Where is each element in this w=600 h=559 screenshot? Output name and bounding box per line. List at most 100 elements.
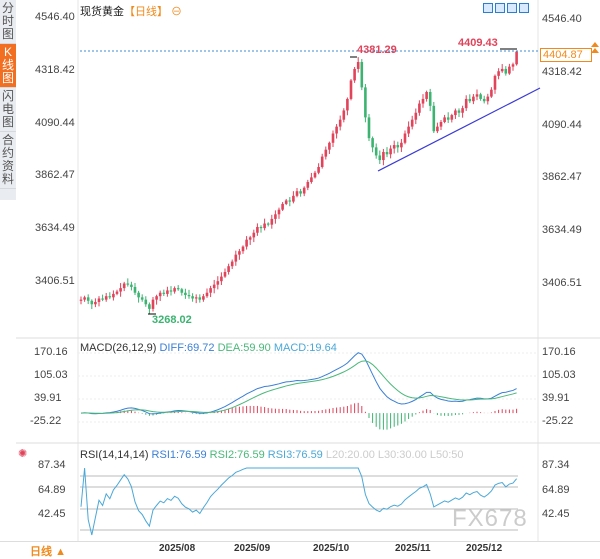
price-tick: 4546.40 (35, 11, 75, 23)
rsi-tick-right: 64.89 (542, 484, 570, 496)
candle-body (482, 98, 486, 102)
macd-tick: 170.16 (34, 346, 68, 358)
candle-body (364, 87, 367, 118)
date-tick: 2025/09 (234, 543, 271, 554)
candle-body (342, 110, 346, 120)
candle-body (511, 64, 515, 67)
candle-body (439, 121, 443, 127)
candle-body (353, 68, 356, 81)
candle-body (230, 261, 234, 267)
date-tick: 2025/10 (313, 543, 350, 554)
candle-body (331, 133, 335, 143)
candle-body (515, 51, 518, 65)
candle-body (486, 96, 490, 102)
candle-body (324, 149, 328, 157)
candle-body (356, 62, 360, 69)
indicator-icon[interactable] (507, 3, 517, 13)
price-tick-right: 3634.49 (542, 224, 582, 236)
candle-body (317, 166, 320, 173)
candle-body (184, 292, 187, 296)
candle-body (284, 200, 288, 204)
date-tick: 2025/12 (466, 543, 503, 554)
diff-line (80, 352, 517, 415)
diff-value: DIFF:69.72 (159, 342, 215, 354)
candle-body (274, 214, 277, 219)
rsi-title: RSI(14,14,14) (80, 449, 149, 461)
candle-body (450, 115, 454, 120)
price-tick-right: 3406.51 (542, 277, 582, 289)
candle-body (328, 142, 331, 150)
dea-value: DEA:59.90 (217, 342, 271, 354)
candle-body (410, 119, 414, 127)
l30-value: L30:30.00 (377, 449, 427, 461)
watermark: FX678 (452, 505, 528, 532)
candle-body (490, 89, 493, 97)
candle-body (212, 284, 216, 289)
tab-time-chart[interactable]: 分时图 (0, 0, 16, 44)
candle-body (428, 92, 432, 106)
rsi-tick: 87.34 (38, 459, 66, 471)
candle-body (479, 94, 482, 99)
candle-body (155, 296, 158, 300)
candle-body (360, 62, 364, 88)
settings-icon[interactable]: ✺ (18, 448, 28, 460)
candle-body (295, 191, 299, 196)
rsi-legend: RSI(14,14,14) RSI1:76.59 RSI2:76.59 RSI3… (80, 449, 464, 461)
tab-contract-info[interactable]: 合约资料 (0, 132, 16, 189)
rsi-line (80, 467, 517, 536)
candle-body (418, 103, 421, 113)
circle-minus-icon[interactable]: ⊖ (168, 6, 183, 18)
candle-body (302, 187, 306, 194)
candle-body (371, 138, 374, 148)
peak-label: 4381.29 (357, 44, 397, 56)
l20-value: L20:20.00 (325, 449, 375, 461)
candle-body (475, 94, 479, 97)
l50-value: L50:50 (429, 449, 464, 461)
candle-body (202, 296, 205, 300)
chart-toolbar (483, 3, 529, 13)
candle-body (115, 291, 119, 294)
candle-body (436, 126, 439, 132)
rsi3-value: RSI3:76.59 (267, 449, 323, 461)
candle-body (320, 156, 324, 167)
candle-body (245, 239, 248, 247)
candle-body (144, 299, 148, 305)
candle-body (306, 181, 310, 188)
price-tick-right: 4090.44 (542, 119, 582, 131)
candle-body (281, 203, 284, 210)
candle-body (389, 148, 392, 155)
price-tick: 4090.44 (35, 117, 75, 129)
candle-body (104, 296, 108, 300)
timeframe-button[interactable]: 日线 ▲ (30, 546, 66, 558)
zoom-fit-icon[interactable] (483, 3, 493, 13)
move-right-icon[interactable] (519, 3, 529, 13)
candle-body (148, 304, 151, 309)
candle-body (173, 288, 176, 292)
candle-body (432, 105, 436, 132)
candle-body (140, 297, 144, 300)
chart-type-icon[interactable] (495, 3, 505, 13)
candle-body (180, 289, 184, 293)
tab-flash-chart[interactable]: 闪电图 (0, 88, 16, 132)
price-tick: 3634.49 (35, 222, 75, 234)
candle-body (349, 80, 353, 99)
candle-body (385, 151, 389, 155)
candle-body (299, 191, 302, 194)
timeframe-label[interactable]: 【日线】 (124, 6, 168, 18)
candle-body (421, 98, 425, 104)
candle-body (414, 112, 418, 120)
candle-body (396, 145, 400, 148)
candle-body (101, 298, 104, 300)
candle-body (241, 246, 245, 252)
candle-body (493, 75, 497, 90)
price-tick: 3406.51 (35, 275, 75, 287)
candle-body (227, 266, 230, 272)
candle-body (288, 200, 292, 202)
price-tick-right: 4318.42 (542, 66, 582, 78)
tab-kline-chart[interactable]: K线图 (0, 44, 16, 88)
candle-body (198, 297, 202, 300)
candle-body (256, 226, 259, 233)
candle-body (194, 297, 198, 299)
candle-body (122, 283, 126, 289)
